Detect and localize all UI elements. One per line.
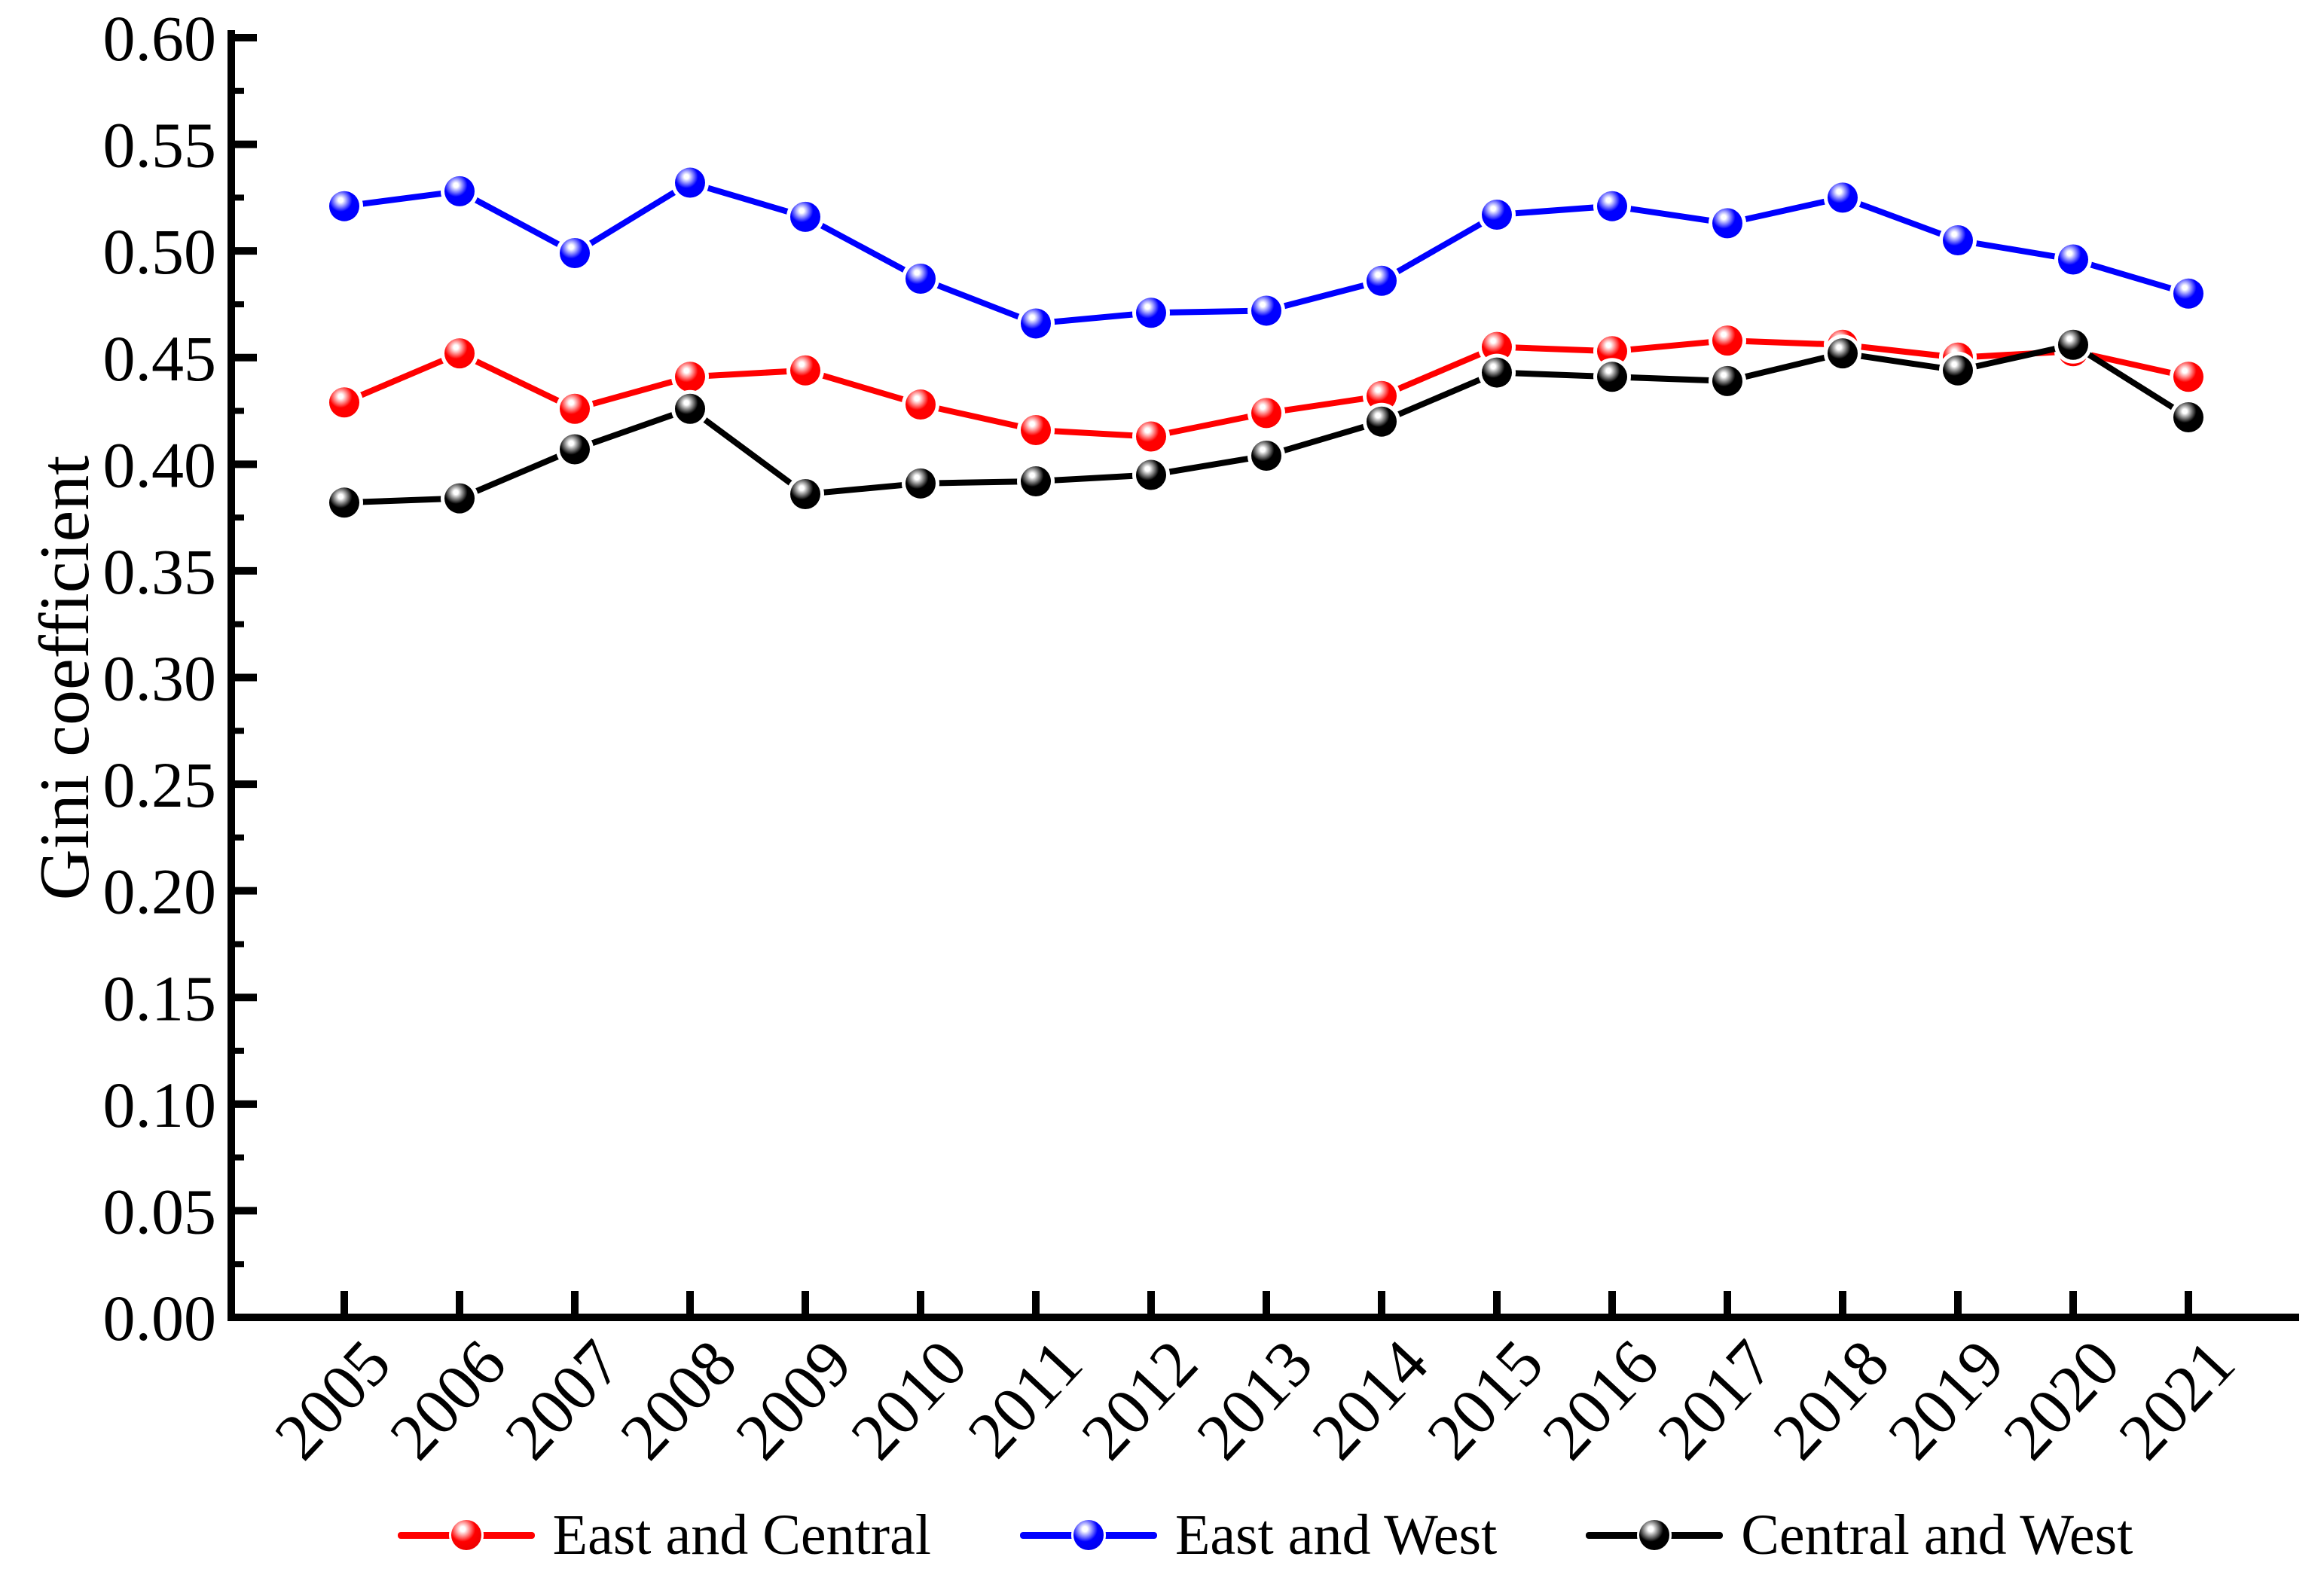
data-point-marker-central-and-west-2012 [1136, 459, 1166, 490]
data-point-marker-east-and-west-2017 [1712, 208, 1742, 239]
legend-line-ball-icon [1586, 1517, 1724, 1553]
data-point-marker-central-and-west-2016 [1597, 362, 1627, 392]
data-point-marker-east-and-central-2006 [444, 338, 475, 369]
data-point-marker-central-and-west-2008 [675, 393, 705, 424]
data-point-marker-east-and-west-2016 [1597, 191, 1627, 221]
x-axis-tick-label: 2018 [1760, 1326, 1904, 1473]
data-point-marker-east-and-west-2008 [675, 167, 705, 198]
data-point-marker-east-and-central-2008 [675, 362, 705, 392]
y-axis-tick-label: 0.20 [103, 856, 217, 928]
x-axis-tick-label: 2013 [1183, 1326, 1327, 1473]
x-axis-tick-label: 2016 [1529, 1326, 1673, 1473]
y-axis-title: Gini coefficient [26, 456, 104, 901]
data-point-marker-central-and-west-2006 [444, 483, 475, 514]
data-point-marker-east-and-west-2011 [1021, 308, 1051, 339]
x-axis-tick-label: 2020 [1990, 1326, 2134, 1473]
data-point-marker-east-and-central-2014 [1367, 380, 1397, 411]
data-point-marker-east-and-central-2011 [1021, 415, 1051, 446]
chart-legend: East and Central East and West Central and… [231, 1497, 2299, 1573]
data-point-marker-central-and-west-2015 [1482, 357, 1512, 388]
x-axis-tick-label: 2006 [377, 1326, 521, 1473]
legend-label: East and West [1174, 1503, 1498, 1567]
y-axis-tick-label: 0.60 [103, 2, 217, 75]
data-point-marker-central-and-west-2020 [2058, 329, 2088, 360]
data-point-marker-east-and-west-2009 [790, 201, 820, 232]
y-axis-tick-label: 0.10 [103, 1069, 217, 1141]
data-point-marker-east-and-west-2018 [1828, 182, 1858, 213]
x-axis-tick-label: 2008 [607, 1326, 751, 1473]
data-point-marker-east-and-central-2007 [560, 393, 590, 424]
data-point-marker-central-and-west-2010 [905, 468, 936, 499]
x-axis-tick-label: 2014 [1299, 1326, 1443, 1473]
data-point-marker-east-and-central-2010 [905, 389, 936, 420]
legend-line-ball-icon [397, 1517, 535, 1553]
data-point-marker-east-and-west-2005 [329, 191, 359, 221]
legend-ball-icon [1070, 1518, 1106, 1552]
legend-item-east-and-central: East and Central [397, 1503, 931, 1567]
data-point-marker-east-and-central-2012 [1136, 421, 1166, 452]
data-point-marker-central-and-west-2021 [2173, 402, 2203, 433]
data-point-marker-east-and-central-2005 [329, 387, 359, 418]
data-point-marker-central-and-west-2017 [1712, 365, 1742, 396]
x-axis-tick-label: 2012 [1068, 1326, 1212, 1473]
x-axis-tick-label: 2019 [1875, 1326, 2019, 1473]
legend-ball-icon [448, 1518, 484, 1552]
legend-line-ball-icon [1019, 1517, 1157, 1553]
x-axis-tick-label: 2009 [722, 1326, 866, 1473]
data-point-marker-central-and-west-2018 [1828, 338, 1858, 369]
y-axis-tick-label: 0.00 [103, 1282, 217, 1354]
data-point-marker-central-and-west-2019 [1943, 355, 1973, 386]
data-point-marker-central-and-west-2007 [560, 434, 590, 465]
y-axis-tick-label: 0.35 [103, 536, 217, 608]
x-axis-tick-label: 2015 [1414, 1326, 1558, 1473]
y-axis-tick-label: 0.50 [103, 215, 217, 288]
data-point-marker-east-and-west-2013 [1251, 295, 1281, 326]
data-point-marker-east-and-west-2021 [2173, 278, 2203, 309]
x-axis-tick-label: 2005 [261, 1326, 405, 1473]
data-point-marker-east-and-west-2006 [444, 175, 475, 206]
x-axis-tick-label: 2011 [954, 1326, 1097, 1471]
data-point-marker-east-and-west-2012 [1136, 298, 1166, 328]
legend-item-central-and-west: Central and West [1586, 1506, 2133, 1564]
x-axis-tick-label: 2010 [838, 1326, 982, 1473]
data-point-marker-east-and-west-2010 [905, 263, 936, 294]
y-axis-tick-label: 0.45 [103, 322, 217, 395]
data-point-marker-central-and-west-2005 [329, 487, 359, 518]
data-point-marker-east-and-west-2020 [2058, 244, 2088, 275]
data-point-marker-east-and-central-2015 [1482, 331, 1512, 362]
data-point-marker-central-and-west-2011 [1021, 465, 1051, 496]
x-axis-tick-label: 2007 [492, 1326, 636, 1473]
data-point-marker-east-and-central-2021 [2173, 362, 2203, 392]
data-point-marker-east-and-central-2017 [1712, 325, 1742, 356]
data-point-marker-east-and-west-2015 [1482, 200, 1512, 230]
legend-label: Central and West [1741, 1503, 2133, 1567]
x-axis-tick-label: 2017 [1645, 1326, 1788, 1473]
data-point-marker-central-and-west-2013 [1251, 441, 1281, 472]
data-point-marker-east-and-central-2016 [1597, 336, 1627, 367]
legend-item-east-and-west: East and West [1019, 1503, 1498, 1567]
y-axis-tick-label: 0.05 [103, 1175, 217, 1247]
y-axis-tick-label: 0.40 [103, 429, 217, 501]
x-axis-tick-label: 2021 [2106, 1326, 2249, 1473]
data-point-marker-east-and-west-2014 [1367, 265, 1397, 296]
y-axis-tick-label: 0.25 [103, 749, 217, 821]
legend-ball-icon [1637, 1518, 1672, 1552]
data-point-marker-central-and-west-2009 [790, 478, 820, 509]
data-point-marker-east-and-central-2009 [790, 355, 820, 386]
legend-label: East and Central [552, 1503, 931, 1567]
data-point-marker-east-and-west-2019 [1943, 225, 1973, 256]
data-point-marker-central-and-west-2014 [1367, 406, 1397, 437]
y-axis-tick-label: 0.15 [103, 962, 217, 1034]
y-axis-tick-label: 0.55 [103, 109, 217, 182]
data-point-marker-east-and-central-2013 [1251, 398, 1281, 429]
y-axis-tick-label: 0.30 [103, 642, 217, 715]
data-point-marker-east-and-west-2007 [560, 237, 590, 268]
